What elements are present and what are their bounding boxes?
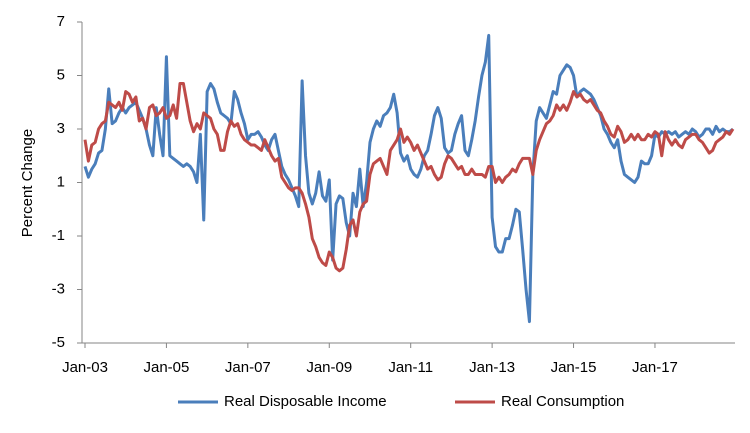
x-tick-label: Jan-05 xyxy=(143,359,189,376)
legend-label: Real Disposable Income xyxy=(224,393,387,410)
y-axis-title: Percent Change xyxy=(19,129,36,237)
series-line xyxy=(83,33,734,324)
x-tick-label: Jan-13 xyxy=(469,359,515,376)
y-tick-label: -3 xyxy=(52,280,65,297)
y-tick-label: -5 xyxy=(52,334,65,351)
y-tick-label: 1 xyxy=(57,173,65,190)
x-tick-label: Jan-11 xyxy=(388,359,433,376)
x-tick-label: Jan-03 xyxy=(62,359,108,376)
x-tick-label: Jan-09 xyxy=(306,359,352,376)
y-tick-label: 5 xyxy=(57,66,65,83)
x-tick-label: Jan-15 xyxy=(551,359,597,376)
y-tick-label: -1 xyxy=(52,227,65,244)
series-line xyxy=(83,82,735,273)
legend-label: Real Consumption xyxy=(501,393,624,410)
x-tick-label: Jan-07 xyxy=(225,359,271,376)
y-tick-label: 3 xyxy=(57,120,65,137)
x-tick-label: Jan-17 xyxy=(632,359,678,376)
y-tick-label: 7 xyxy=(57,13,65,30)
